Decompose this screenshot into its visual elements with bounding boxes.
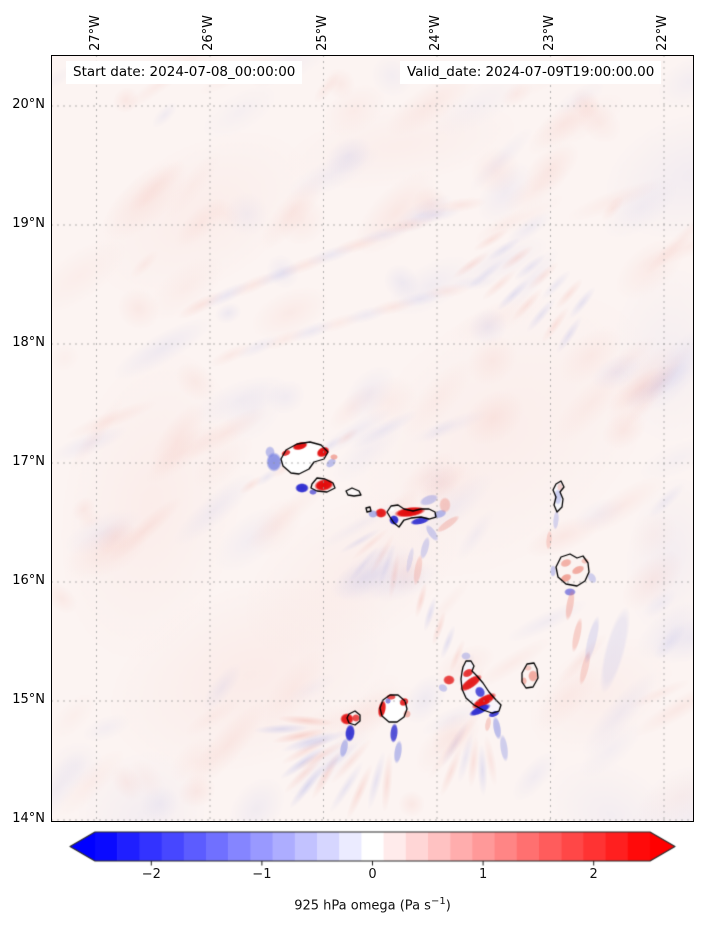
colorbar-title-suffix: ): [445, 898, 451, 914]
colorbar-tick-label: 2: [589, 867, 598, 882]
colorbar-tick-label: 0: [368, 867, 377, 882]
colorbar-tick-label: 1: [478, 867, 488, 882]
colorbar-title-text: 925 hPa omega (Pa s: [294, 898, 431, 914]
x-tick-label: 25°W: [314, 15, 330, 51]
x-tick-label: 23°W: [541, 15, 557, 51]
y-tick-label: 16°N: [12, 573, 45, 588]
colorbar: [0, 826, 703, 868]
y-tick-label: 14°N: [12, 811, 45, 826]
omega-heatmap-canvas: [51, 55, 694, 822]
x-tick-label: 27°W: [87, 15, 103, 51]
valid-date-label: Valid_date: 2024-07-09T19:00:00.00: [400, 61, 662, 84]
colorbar-title: 925 hPa omega (Pa s−1): [42, 896, 703, 913]
start-date-label: Start date: 2024-07-08_00:00:00: [66, 61, 303, 84]
x-tick-label: 26°W: [201, 15, 216, 51]
y-tick-label: 15°N: [12, 692, 45, 707]
x-tick-label: 22°W: [655, 15, 670, 51]
colorbar-tick-label: −1: [252, 867, 272, 882]
y-tick-label: 17°N: [12, 454, 45, 469]
colorbar-exponent: −1: [430, 896, 446, 907]
y-tick-label: 19°N: [12, 216, 45, 231]
x-tick-label: 24°W: [428, 15, 443, 51]
colorbar-tick-label: −2: [141, 867, 161, 882]
y-tick-label: 18°N: [12, 335, 45, 350]
y-tick-label: 20°N: [12, 97, 45, 112]
